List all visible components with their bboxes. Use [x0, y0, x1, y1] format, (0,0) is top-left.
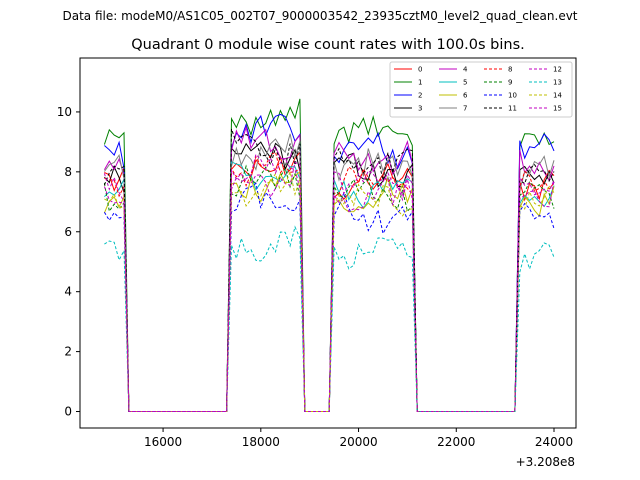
legend-label-2: 2 [418, 92, 422, 100]
legend-label-12: 12 [553, 66, 562, 74]
legend-label-10: 10 [508, 92, 517, 100]
x-tick-label: 18000 [242, 435, 280, 449]
legend-label-3: 3 [418, 105, 422, 113]
legend-label-6: 6 [463, 92, 468, 100]
legend-label-8: 8 [508, 66, 512, 74]
y-tick-label: 8 [64, 165, 72, 179]
x-offset-label: +3.208e8 [516, 455, 575, 469]
chart-title: Quadrant 0 module wise count rates with … [131, 37, 525, 53]
y-tick-label: 0 [64, 405, 72, 419]
series-layer [103, 98, 555, 412]
legend-label-9: 9 [508, 79, 512, 87]
y-tick-label: 10 [57, 105, 72, 119]
legend-label-4: 4 [463, 66, 468, 74]
legend-label-11: 11 [508, 105, 517, 113]
x-tick-label: 16000 [144, 435, 182, 449]
figure-suptitle: Data file: modeM0/AS1C05_002T07_90000035… [62, 9, 577, 23]
legend-label-1: 1 [418, 79, 422, 87]
x-tick-label: 24000 [535, 435, 573, 449]
x-axis: 16000 18000 20000 22000 24000 [144, 428, 573, 449]
x-tick-label: 22000 [437, 435, 475, 449]
legend-label-13: 13 [553, 79, 562, 87]
legend-label-0: 0 [418, 66, 422, 74]
y-tick-label: 6 [64, 225, 72, 239]
series-line-15 [103, 153, 555, 412]
legend-label-5: 5 [463, 79, 467, 87]
legend-label-7: 7 [463, 105, 467, 113]
axes-frame [79, 57, 577, 429]
y-tick-label: 2 [64, 345, 72, 359]
legend-box [389, 61, 573, 118]
y-tick-label: 4 [64, 285, 72, 299]
plot-area [79, 57, 577, 429]
legend-label-15: 15 [553, 105, 562, 113]
legend-label-14: 14 [553, 92, 562, 100]
y-axis: 0 2 4 6 8 10 [57, 105, 80, 419]
x-tick-label: 20000 [339, 435, 377, 449]
